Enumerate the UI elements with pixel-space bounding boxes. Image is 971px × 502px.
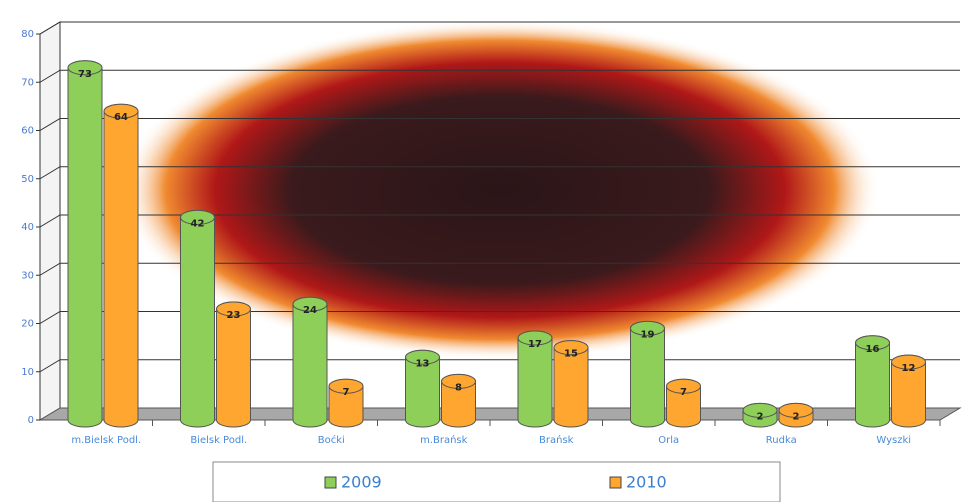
data-label: 15 bbox=[564, 349, 578, 360]
y-tick-label: 70 bbox=[21, 77, 34, 88]
y-tick-label: 50 bbox=[21, 174, 34, 185]
legend-swatch bbox=[324, 476, 337, 489]
y-tick-label: 80 bbox=[21, 29, 34, 40]
grid-line bbox=[39, 118, 960, 131]
data-label: 2 bbox=[793, 411, 800, 422]
x-tick-label: m.Bielsk Podl. bbox=[71, 435, 141, 446]
bar-top bbox=[553, 340, 589, 356]
x-tick-label: Bielsk Podl. bbox=[190, 435, 247, 446]
bar-top bbox=[441, 373, 476, 389]
data-label: 19 bbox=[641, 329, 655, 340]
bar-top bbox=[742, 402, 778, 418]
bar-top bbox=[891, 354, 926, 370]
data-label: 8 bbox=[455, 382, 462, 393]
background-image bbox=[120, 20, 880, 360]
data-label: 73 bbox=[78, 69, 92, 80]
data-label: 24 bbox=[303, 305, 317, 316]
y-tick-label: 30 bbox=[21, 270, 34, 281]
grid-line bbox=[39, 311, 960, 324]
data-label: 7 bbox=[343, 387, 350, 398]
bar-top bbox=[328, 378, 364, 394]
bar-top bbox=[630, 320, 665, 336]
y-tick-label: 60 bbox=[21, 126, 34, 137]
grid-line bbox=[39, 166, 960, 180]
legend-box bbox=[212, 461, 781, 502]
legend-swatch bbox=[609, 476, 622, 489]
x-tick-label: Orla bbox=[658, 435, 679, 446]
grid-line bbox=[39, 262, 960, 276]
bar bbox=[103, 103, 139, 428]
bar-top bbox=[292, 296, 328, 312]
data-label: 7 bbox=[680, 387, 687, 398]
y-tick-label: 40 bbox=[21, 222, 34, 233]
data-label: 23 bbox=[227, 310, 241, 321]
bar bbox=[180, 209, 215, 428]
bar bbox=[292, 296, 328, 428]
legend-label: 2010 bbox=[626, 473, 667, 492]
grid-line bbox=[39, 214, 960, 228]
data-label: 13 bbox=[416, 358, 430, 369]
floor bbox=[38, 407, 962, 421]
grid-line bbox=[39, 21, 960, 35]
bar-top bbox=[67, 60, 103, 76]
x-tick-label: Rudka bbox=[766, 435, 797, 446]
bar-top bbox=[103, 103, 139, 119]
x-tick-label: Wyszki bbox=[876, 435, 911, 446]
bar-top bbox=[517, 330, 553, 346]
bar-top bbox=[405, 349, 440, 365]
bar bbox=[67, 60, 103, 428]
legend-label: 2009 bbox=[341, 473, 382, 492]
grid-line bbox=[39, 69, 960, 83]
bar-top bbox=[216, 301, 251, 317]
data-label: 17 bbox=[528, 339, 542, 350]
bar-top bbox=[778, 402, 814, 418]
x-tick-label: m.Brańsk bbox=[420, 434, 468, 446]
x-tick-label: Boćki bbox=[318, 434, 345, 446]
bar-top bbox=[180, 209, 215, 225]
bar-top bbox=[855, 335, 890, 351]
bar-top bbox=[666, 378, 701, 394]
data-label: 16 bbox=[866, 344, 880, 355]
y-tick-label: 20 bbox=[21, 319, 34, 330]
y-tick-label: 10 bbox=[21, 367, 34, 378]
data-label: 42 bbox=[191, 218, 205, 229]
y-tick-label: 0 bbox=[28, 415, 34, 426]
data-label: 2 bbox=[757, 411, 764, 422]
x-tick-label: Brańsk bbox=[539, 434, 574, 446]
data-label: 12 bbox=[902, 363, 916, 374]
data-label: 64 bbox=[114, 112, 128, 123]
